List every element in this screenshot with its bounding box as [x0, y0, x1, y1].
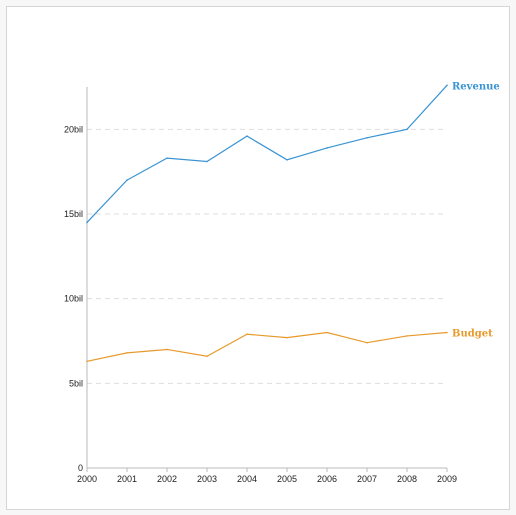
revenue-point — [206, 160, 208, 163]
revenue-point — [366, 137, 368, 139]
revenue-point — [406, 128, 408, 131]
revenue-point — [286, 159, 288, 161]
revenue-line — [86, 84, 448, 223]
revenue-point — [166, 157, 168, 159]
budget-point — [326, 331, 328, 334]
revenue-point — [126, 179, 128, 181]
budget-point — [86, 360, 88, 363]
budget-point — [366, 341, 368, 344]
revenue-point — [446, 84, 448, 87]
y-tick-label: 10bil — [64, 294, 83, 304]
budget-point — [246, 333, 248, 336]
budget-point — [406, 335, 408, 337]
y-tick-label: 15bil — [64, 209, 83, 219]
chart-frame: 0 5bil 10bil 15bil 20bil 2000 2001 2002 2003 2004… — [6, 6, 510, 510]
x-tick-label: 2004 — [237, 474, 257, 484]
budget-series-label: Budget — [452, 329, 493, 340]
revenue-point — [86, 221, 88, 224]
budget-point — [286, 336, 288, 339]
y-tick-label: 0 — [78, 463, 83, 473]
revenue-point — [246, 135, 248, 137]
budget-point — [166, 348, 168, 351]
x-tick-label: 2001 — [117, 474, 137, 484]
revenue-series-label: Revenue — [452, 81, 500, 92]
y-tick-label: 5bil — [69, 378, 83, 388]
x-tick-label: 2005 — [277, 474, 297, 484]
x-tick-label: 2007 — [357, 474, 377, 484]
budget-point — [446, 331, 448, 334]
x-tick-label: 2009 — [437, 474, 457, 484]
x-tick-label: 2008 — [397, 474, 417, 484]
x-tick-label: 2003 — [197, 474, 217, 484]
budget-point — [126, 352, 128, 354]
y-tick-label: 20bil — [64, 124, 83, 134]
budget-point — [206, 355, 208, 358]
x-tick-label: 2002 — [157, 474, 177, 484]
x-tick-label: 2006 — [317, 474, 337, 484]
revenue-point — [326, 147, 328, 149]
line-chart: 0 5bil 10bil 15bil 20bil 2000 2001 2002 2003 2004… — [64, 81, 500, 484]
budget-line — [86, 331, 448, 362]
x-tick-label: 2000 — [77, 474, 97, 484]
